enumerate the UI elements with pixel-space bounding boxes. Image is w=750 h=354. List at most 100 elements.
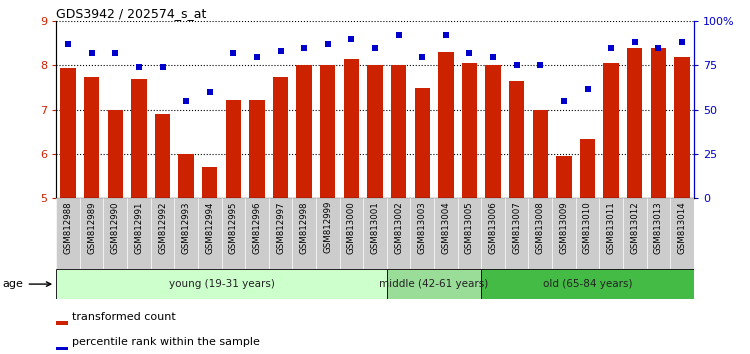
Text: old (65-84 years): old (65-84 years) (543, 279, 632, 289)
Bar (651, 48, 666, 198)
Text: young (19-31 years): young (19-31 years) (169, 279, 274, 289)
Point (558, 98, 570, 104)
Text: middle (42-61 years): middle (42-61 years) (380, 279, 489, 289)
Point (440, 33, 452, 38)
Bar (505, 198, 529, 269)
Bar (273, 76, 288, 198)
Text: GDS3942 / 202574_s_at: GDS3942 / 202574_s_at (56, 7, 206, 20)
Point (534, 63, 546, 68)
Point (676, 40, 688, 45)
Bar (387, 269, 482, 299)
Bar (627, 48, 643, 198)
Bar (127, 198, 151, 269)
Text: GSM813007: GSM813007 (512, 201, 521, 254)
Text: GSM813005: GSM813005 (465, 201, 474, 254)
Text: GSM813008: GSM813008 (536, 201, 544, 254)
Text: GSM812996: GSM812996 (253, 201, 262, 253)
Bar (344, 59, 359, 198)
Text: GSM813010: GSM813010 (583, 201, 592, 254)
Bar (316, 198, 340, 269)
Point (581, 86, 593, 91)
Bar (80, 198, 104, 269)
Point (62, 41, 74, 47)
Bar (485, 65, 501, 198)
Point (110, 50, 122, 56)
Bar (292, 198, 316, 269)
Text: GSM813014: GSM813014 (677, 201, 686, 254)
Bar (221, 198, 245, 269)
Text: GSM813000: GSM813000 (347, 201, 356, 254)
Text: percentile rank within the sample: percentile rank within the sample (72, 337, 260, 348)
Point (605, 45, 617, 51)
Bar (458, 198, 482, 269)
Text: GSM813001: GSM813001 (370, 201, 380, 254)
Bar (529, 198, 552, 269)
Bar (320, 65, 335, 198)
Point (227, 50, 239, 56)
Bar (56, 347, 68, 350)
Bar (599, 198, 623, 269)
Text: GSM812997: GSM812997 (276, 201, 285, 253)
Point (251, 54, 263, 59)
Point (652, 45, 664, 51)
Point (464, 50, 476, 56)
Point (487, 54, 499, 59)
Point (274, 48, 286, 54)
Text: GSM813004: GSM813004 (441, 201, 450, 254)
Bar (104, 198, 127, 269)
Text: GSM812989: GSM812989 (87, 201, 96, 253)
Bar (174, 198, 198, 269)
Bar (509, 81, 524, 198)
Text: GSM812999: GSM812999 (323, 201, 332, 253)
Text: GSM812992: GSM812992 (158, 201, 167, 253)
Bar (154, 114, 170, 198)
Point (511, 63, 523, 68)
Point (369, 45, 381, 51)
Bar (340, 198, 363, 269)
Bar (410, 198, 434, 269)
Text: GSM812995: GSM812995 (229, 201, 238, 253)
Bar (56, 269, 387, 299)
Bar (202, 167, 217, 198)
Point (180, 98, 192, 104)
Bar (131, 79, 146, 198)
Bar (268, 198, 292, 269)
Bar (363, 198, 387, 269)
Bar (56, 321, 68, 325)
Text: GSM812991: GSM812991 (134, 201, 143, 253)
Text: transformed count: transformed count (72, 312, 176, 322)
Bar (670, 198, 694, 269)
Text: GSM813006: GSM813006 (488, 201, 497, 254)
Bar (532, 110, 548, 198)
Bar (178, 154, 194, 198)
Bar (623, 198, 646, 269)
Bar (434, 198, 457, 269)
Bar (576, 198, 599, 269)
Bar (674, 57, 689, 198)
Text: age: age (3, 279, 51, 289)
Point (322, 41, 334, 47)
Bar (646, 198, 670, 269)
Bar (84, 76, 99, 198)
Bar (226, 100, 241, 198)
Bar (604, 63, 619, 198)
Point (346, 36, 358, 42)
Bar (61, 68, 76, 198)
Bar (482, 269, 694, 299)
Bar (462, 63, 477, 198)
Point (416, 54, 428, 59)
Point (133, 64, 145, 70)
Bar (245, 198, 268, 269)
Point (157, 64, 169, 70)
Bar (387, 198, 410, 269)
Text: GSM812993: GSM812993 (182, 201, 190, 253)
Text: GSM813003: GSM813003 (418, 201, 427, 254)
Text: GSM812988: GSM812988 (64, 201, 73, 254)
Text: GSM812998: GSM812998 (300, 201, 309, 253)
Bar (482, 198, 505, 269)
Point (86, 50, 98, 56)
Point (204, 89, 216, 95)
Bar (368, 65, 382, 198)
Point (298, 45, 310, 51)
Bar (107, 110, 123, 198)
